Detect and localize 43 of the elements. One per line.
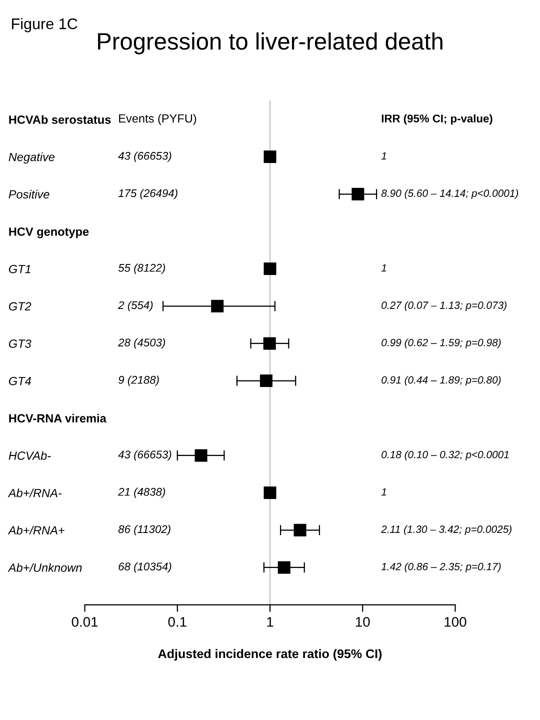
annotation: 68 (10354) [118, 562, 172, 573]
annotation: 28 (4503) [118, 338, 166, 349]
y-tick-label: Ab+/RNA- [8, 488, 62, 498]
annotation: 0.91 (0.44 – 1.89; p=0.80) [382, 376, 501, 386]
annotation: IRR (95% CI; p-value) [382, 114, 492, 125]
annotation: 1 [381, 264, 386, 272]
annotation: 43 (66653) [118, 450, 172, 461]
y-tick-label: Ab+/RNA+ [8, 526, 64, 535]
y-tick-label: GT3 [8, 340, 32, 348]
x-axis-title: Adjusted incidence rate ratio (95% CI) [158, 648, 382, 661]
annotation: Events (PYFU) [119, 114, 196, 125]
annotation: 9 (2188) [118, 376, 159, 386]
annotation: 21 (4838) [118, 488, 166, 498]
x-tick-label: 1 [267, 617, 274, 627]
y-tick-label: HCV genotype [9, 227, 89, 238]
annotation: 86 (11302) [118, 524, 170, 536]
caption: Figure 1C [12, 18, 78, 32]
annotation: 175 (26494) [118, 188, 178, 200]
annotation: 1 [381, 488, 386, 496]
x-tick-label: 0.01 [72, 616, 98, 627]
annotation: 1 [381, 152, 386, 160]
annotation: 2 (554) [118, 300, 153, 312]
y-tick-label: GT4 [8, 376, 31, 386]
y-tick-label: GT2 [8, 302, 32, 311]
annotation: 43 (66653) [118, 152, 172, 162]
chart-title: Progression to liver-related death [98, 32, 442, 54]
annotation: 0.18 (0.10 – 0.32; p<0.0001 [382, 450, 509, 460]
x-tick-label: 10 [356, 616, 370, 627]
y-tick-label: Ab+/Unknown [8, 563, 82, 572]
y-tick-label: HCV-RNA viremia [9, 414, 106, 423]
y-tick-label: Negative [8, 152, 55, 164]
annotation: 2.11 (1.30 – 3.42; p=0.0025) [381, 525, 512, 535]
annotation: 1.42 (0.86 – 2.35; p=0.17) [381, 562, 501, 572]
annotation: 0.99 (0.62 – 1.59; p=0.98) [382, 338, 501, 348]
x-tick-label: 0.1 [168, 616, 186, 627]
annotation: 55 (8122) [118, 264, 166, 274]
y-tick-label: HCVAb- [8, 451, 51, 460]
y-tick-label: Positive [8, 190, 50, 199]
annotation: 0.27 (0.07 – 1.13; p=0.073) [382, 301, 506, 311]
y-tick-label: GT1 [8, 264, 30, 274]
annotation: 8.90 (5.60 – 14.14; p<0.0001) [381, 189, 518, 199]
x-tick-label: 100 [444, 616, 466, 627]
y-tick-label: HCVAb serostatus [9, 115, 111, 124]
